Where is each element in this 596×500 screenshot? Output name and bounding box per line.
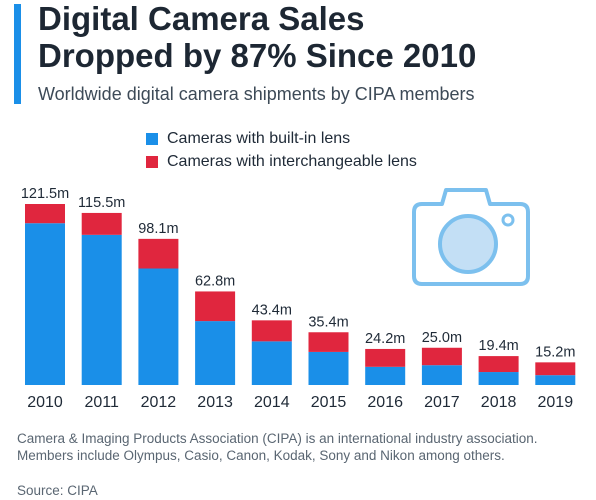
data-label-2012: 98.1m xyxy=(138,221,178,237)
bar-builtin-2017 xyxy=(421,365,462,385)
bar-builtin-2015 xyxy=(308,351,349,385)
data-label-2016: 24.2m xyxy=(365,331,405,347)
x-tick-2013: 2013 xyxy=(197,394,233,411)
bar-interchangeable-2014 xyxy=(251,320,292,342)
legend-item-builtin: Cameras with built-in lens xyxy=(146,127,417,150)
legend-label-interchangeable: Cameras with interchangeable lens xyxy=(167,152,417,170)
bar-builtin-2018 xyxy=(478,372,519,385)
bar-interchangeable-2016 xyxy=(365,348,406,367)
bar-interchangeable-2019 xyxy=(535,362,576,376)
legend-label-builtin: Cameras with built-in lens xyxy=(167,129,351,147)
chart-legend: Cameras with built-in lens Cameras with … xyxy=(146,127,417,173)
bar-chart: 121.5m 2010 115.5m 2011 98.1m 2012 62.8m 2013 43… xyxy=(21,186,576,411)
bar-builtin-2010 xyxy=(25,223,65,385)
source-note: Source: CIPA xyxy=(17,483,98,498)
bar-interchangeable-2011 xyxy=(81,212,122,235)
camera-icon xyxy=(412,188,530,286)
title-line-2: Dropped by 87% Since 2010 xyxy=(38,37,477,74)
data-label-2019: 15.2m xyxy=(535,344,575,360)
bar-interchangeable-2012 xyxy=(138,238,179,269)
legend-item-interchangeable: Cameras with interchangeable lens xyxy=(146,150,417,173)
title-line-1: Digital Camera Sales xyxy=(38,0,365,37)
x-tick-2017: 2017 xyxy=(424,394,460,411)
bar-builtin-2016 xyxy=(365,366,406,385)
x-tick-2019: 2019 xyxy=(538,394,574,411)
accent-bar xyxy=(14,4,21,104)
camera-icon-flash xyxy=(501,213,515,227)
x-tick-2012: 2012 xyxy=(141,394,177,411)
data-label-2015: 35.4m xyxy=(308,314,348,330)
x-tick-2014: 2014 xyxy=(254,394,290,411)
x-tick-2011: 2011 xyxy=(84,394,119,411)
x-tick-2010: 2010 xyxy=(27,394,63,411)
bar-interchangeable-2015 xyxy=(308,332,349,352)
x-tick-2018: 2018 xyxy=(481,394,517,411)
data-label-2014: 43.4m xyxy=(252,302,292,318)
camera-icon-lens xyxy=(438,214,498,274)
x-tick-2016: 2016 xyxy=(367,394,403,411)
bar-interchangeable-2018 xyxy=(478,356,519,373)
data-label-2010: 121.5m xyxy=(21,186,69,202)
legend-swatch-builtin xyxy=(146,132,158,145)
x-tick-2015: 2015 xyxy=(311,394,347,411)
page-title: Digital Camera Sales Dropped by 87% Sinc… xyxy=(38,0,588,74)
bar-builtin-2012 xyxy=(138,268,179,385)
data-label-2017: 25.0m xyxy=(422,330,462,346)
subtitle: Worldwide digital camera shipments by CI… xyxy=(38,84,475,104)
bar-interchangeable-2010 xyxy=(25,204,65,224)
bar-interchangeable-2017 xyxy=(421,347,462,366)
bar-interchangeable-2013 xyxy=(195,291,236,322)
camera-icon-body xyxy=(412,188,530,286)
bar-builtin-2011 xyxy=(81,234,122,385)
data-label-2018: 19.4m xyxy=(478,338,518,354)
data-label-2011: 115.5m xyxy=(78,195,125,211)
footnote: Camera & Imaging Products Association (C… xyxy=(17,431,538,463)
legend-swatch-interchangeable xyxy=(146,155,158,168)
bar-builtin-2019 xyxy=(535,375,576,385)
data-label-2013: 62.8m xyxy=(195,273,235,289)
bar-builtin-2013 xyxy=(195,321,236,385)
bar-builtin-2014 xyxy=(251,341,292,385)
